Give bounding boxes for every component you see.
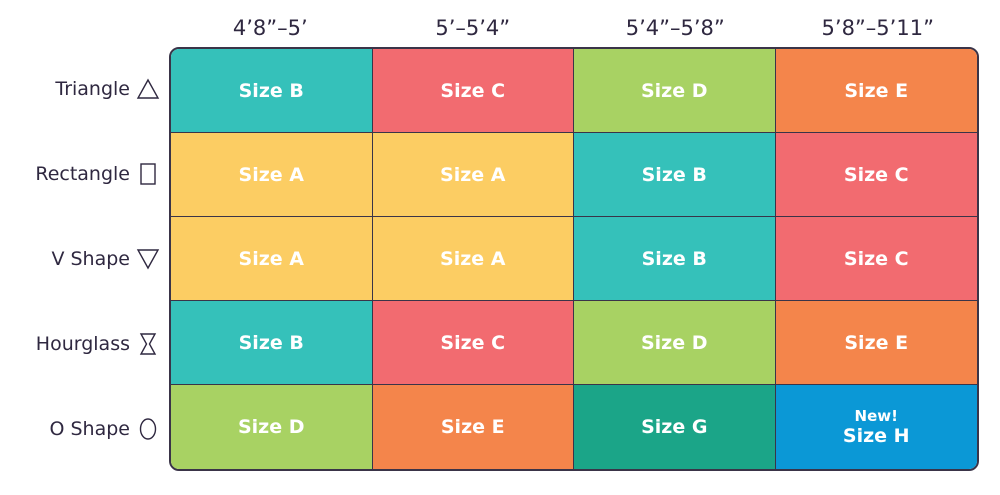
triangle-icon xyxy=(136,77,160,101)
row-label-text: Hourglass xyxy=(35,332,130,355)
inverted-triangle-icon xyxy=(136,247,160,271)
size-label: Size C xyxy=(843,163,909,186)
size-cell: Size E xyxy=(775,301,977,385)
oval-icon xyxy=(136,417,160,441)
size-cell: Size G xyxy=(574,385,776,469)
size-label: Size D xyxy=(640,331,708,354)
size-cell: Size B xyxy=(171,301,373,385)
size-label: Size E xyxy=(844,79,909,102)
size-label: Size A xyxy=(238,163,304,186)
row-label-text: O Shape xyxy=(49,417,131,440)
new-badge: New! xyxy=(854,407,898,425)
size-cell: Size C xyxy=(372,49,574,133)
size-label: Size B xyxy=(641,163,707,186)
size-cell: Size E xyxy=(775,49,977,133)
size-label: Size C xyxy=(440,331,506,354)
size-cell: Size A xyxy=(372,133,574,217)
row-label-hourglass: Hourglass xyxy=(0,301,160,386)
size-cell: Size D xyxy=(574,49,776,133)
hourglass-icon xyxy=(136,332,160,356)
size-label: Size A xyxy=(440,163,506,186)
column-header: 5’–5’4” xyxy=(435,16,511,40)
size-cell: Size A xyxy=(372,217,574,301)
size-label: Size B xyxy=(238,79,304,102)
row-label-o-shape: O Shape xyxy=(0,386,160,471)
size-cell: New! Size H xyxy=(775,385,977,469)
size-label: Size A xyxy=(440,247,506,270)
size-cell: Size D xyxy=(574,301,776,385)
row-label-text: Rectangle xyxy=(35,163,130,186)
size-label: Size A xyxy=(238,247,304,270)
size-label: Size C xyxy=(440,79,506,102)
column-header: 5’8”–5’11” xyxy=(821,16,934,40)
size-cell: Size B xyxy=(171,49,373,133)
row-label-v-shape: V Shape xyxy=(0,217,160,302)
size-cell: Size C xyxy=(775,217,977,301)
row-label-triangle: Triangle xyxy=(0,47,160,132)
column-header: 5’4”–5’8” xyxy=(625,16,725,40)
size-cell: Size A xyxy=(171,133,373,217)
row-labels: Triangle Rectangle V Shape Hourglass O S… xyxy=(0,47,160,471)
size-label: Size H xyxy=(842,425,910,447)
size-cell: Size D xyxy=(171,385,373,469)
column-header: 4’8”–5’ xyxy=(232,16,308,40)
size-cell: Size C xyxy=(775,133,977,217)
row-label-text: V Shape xyxy=(51,247,130,270)
rectangle-icon xyxy=(136,162,160,186)
size-label: Size E xyxy=(440,416,505,438)
size-grid: Size B Size C Size D Size E Size A Size A Size… xyxy=(169,47,979,471)
row-label-rectangle: Rectangle xyxy=(0,132,160,217)
size-label: Size G xyxy=(641,416,708,438)
size-cell: Size B xyxy=(574,217,776,301)
size-label: Size E xyxy=(844,331,909,354)
size-label: Size B xyxy=(641,247,707,270)
size-cell: Size B xyxy=(574,133,776,217)
size-label: Size D xyxy=(640,79,708,102)
row-label-text: Triangle xyxy=(55,78,130,101)
size-cell: Size E xyxy=(372,385,574,469)
column-headers: 4’8”–5’ 5’–5’4” 5’4”–5’8” 5’8”–5’11” xyxy=(169,12,979,44)
size-label: Size D xyxy=(237,416,305,438)
size-label: Size C xyxy=(843,247,909,270)
size-label: Size B xyxy=(238,331,304,354)
size-cell: Size C xyxy=(372,301,574,385)
size-cell: Size A xyxy=(171,217,373,301)
